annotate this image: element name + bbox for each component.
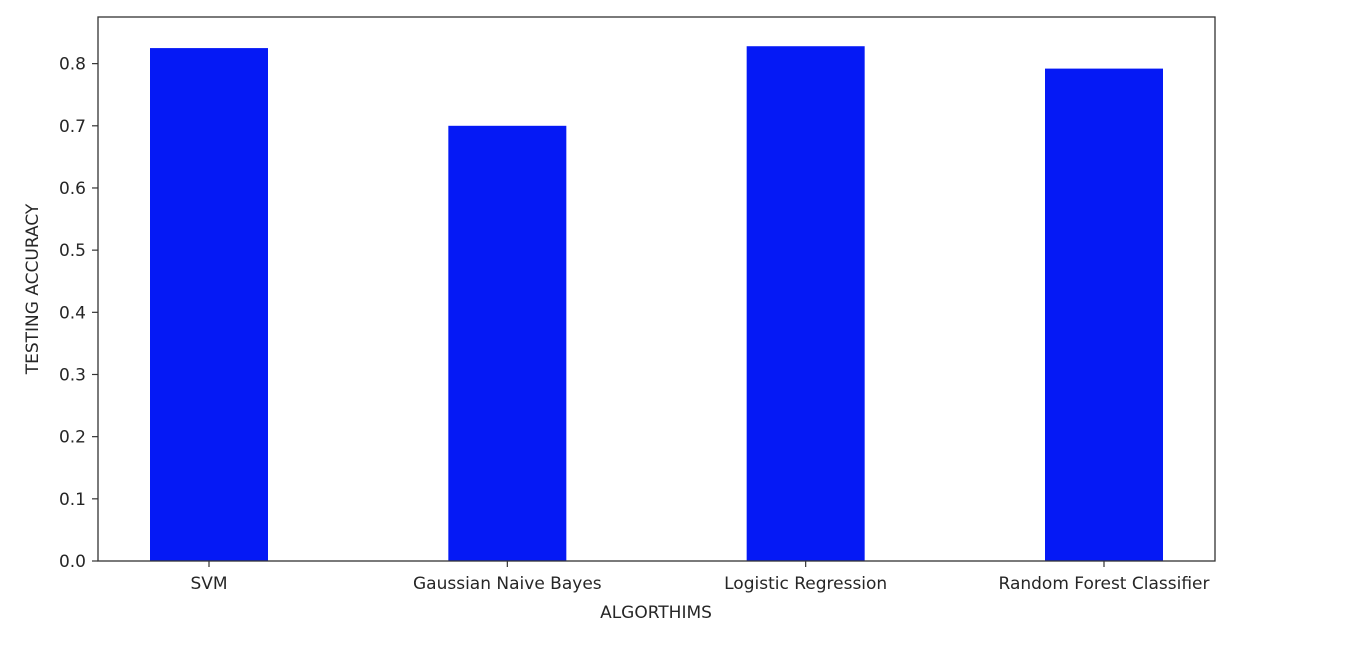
y-tick-label: 0.8: [59, 55, 86, 75]
y-axis-title: TESTING ACCURACY: [23, 203, 43, 375]
x-tick-label: SVM: [190, 574, 227, 594]
y-tick-label: 0.4: [59, 303, 86, 323]
x-tick-label: Gaussian Naive Bayes: [413, 574, 602, 594]
y-tick-label: 0.5: [59, 241, 86, 261]
bar-gaussian-naive-bayes: [448, 125, 567, 562]
bar-svm: [150, 48, 268, 562]
y-axis: 0.0 0.1 0.2 0.3 0.4 0.5 0.6 0.7 0.8: [59, 55, 98, 572]
y-tick-label: 0.7: [59, 117, 86, 137]
x-tick-label: Random Forest Classifier: [999, 574, 1210, 594]
y-tick-label: 0.0: [59, 552, 86, 572]
plot-frame: [97, 16, 1216, 562]
bars-group: [150, 46, 1163, 562]
y-tick-label: 0.2: [59, 428, 86, 448]
x-axis-title: ALGORTHIMS: [600, 603, 712, 623]
y-tick-label: 0.3: [59, 365, 86, 385]
y-tick-label: 0.1: [59, 490, 86, 510]
x-tick-label: Logistic Regression: [724, 574, 887, 594]
y-tick-label: 0.6: [59, 179, 86, 199]
bar-random-forest-classifier: [1045, 68, 1163, 561]
x-axis: SVM Gaussian Naive Bayes Logistic Regressi…: [190, 561, 1209, 594]
bar-logistic-regression: [746, 46, 865, 561]
